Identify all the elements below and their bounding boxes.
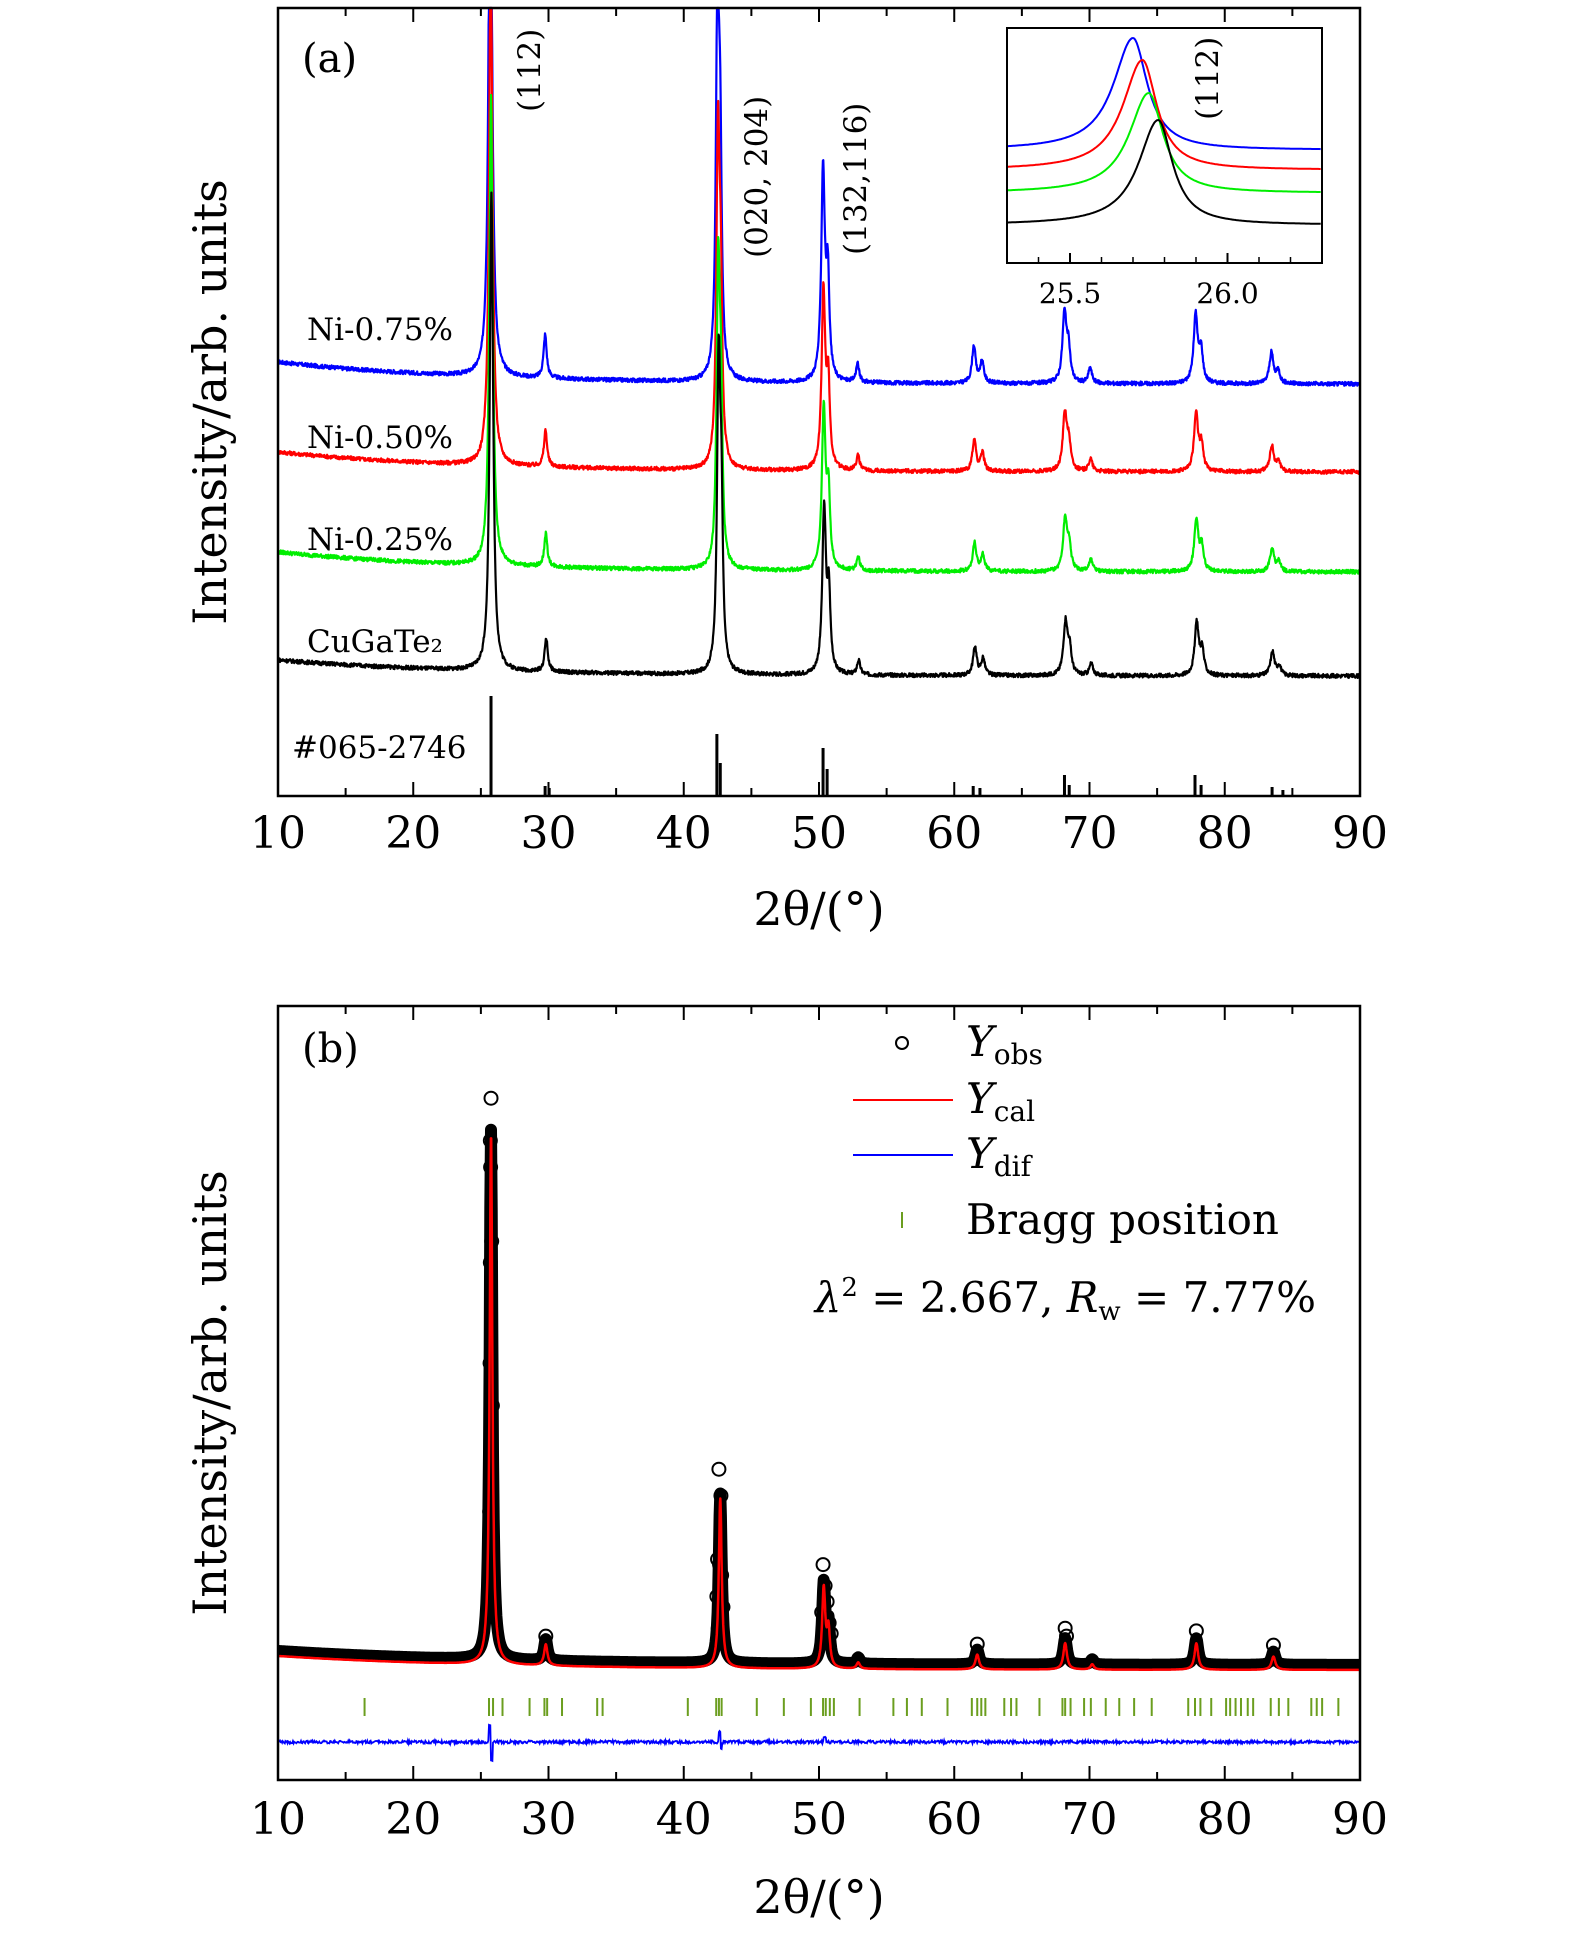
bragg-ticks [363,1698,1340,1716]
panel-a-x-tick-label: 10 [250,808,306,859]
yobs-point [1059,1628,1075,1644]
panel-a-x-ticks: 10 20 30 40 50 60 70 80 90 [250,8,1388,859]
panel-b-x-tick-label: 10 [250,1794,306,1845]
legend-ycal-label: Ycal [966,1074,1035,1128]
xrd-trace-1 [276,6,1361,475]
panel-a-label: (a) [302,36,357,82]
inset-x-tick-label: 26.0 [1196,277,1258,310]
yobs-point [815,1557,831,1573]
panel-b-x-tick-label: 70 [1062,1794,1118,1845]
legend-bragg-label: Bragg position [966,1195,1279,1244]
ycal-line [277,1137,1361,1672]
panel-b-x-tick-label: 50 [791,1794,847,1845]
panel-a-traces [276,6,1361,679]
yobs-point [823,1626,839,1641]
yobs-point [1057,1620,1073,1636]
inset-trace-0 [1006,36,1321,151]
panel-b-x-axis-label: 2θ/(°) [753,1870,884,1924]
panel-a-x-tick-label: 30 [521,808,577,859]
yobs-point [1188,1623,1204,1639]
inset-trace-3 [1007,118,1321,225]
legend-yobs-marker [895,1036,909,1050]
legend-yobs-label: Yobs [966,1017,1043,1071]
panel-a-x-tick-label: 50 [791,808,847,859]
yobs-point [538,1628,554,1644]
panel-a-x-axis-label: 2θ/(°) [753,882,884,936]
panel-a-reference-sticks [489,696,1285,796]
ycal-curve [277,1137,1361,1672]
yobs-point [483,1090,499,1106]
panel-b-y-axis-label: Intensity/arb. units [183,1170,237,1616]
panel-a-x-tick-label: 60 [926,808,982,859]
series-label-ni-075: Ni-0.75% [307,312,453,348]
series-label-ni-050: Ni-0.50% [307,420,453,456]
inset-background [1007,28,1322,263]
panel-b-label: (b) [302,1026,359,1072]
inset-x-tick-label: 25.5 [1039,277,1101,310]
panel-a-y-axis-label: Intensity/arb. units [183,179,237,625]
panel-b-x-tick-label: 90 [1332,1794,1388,1845]
panel-b-x-tick-label: 40 [656,1794,712,1845]
panel-a-x-tick-label: 90 [1332,808,1388,859]
xrd-trace-2 [276,93,1361,575]
panel-b-x-tick-label: 20 [385,1794,441,1845]
legend-ydif-label: Ydif [966,1129,1034,1183]
panel-a-x-tick-label: 80 [1197,808,1253,859]
panel-b-x-ticks: 10 20 30 40 50 60 70 80 90 [250,1006,1388,1845]
ydif-line [277,1723,1361,1763]
peak-label-132-116: (132,116) [838,103,874,255]
panel-a: 10 20 30 40 50 60 70 80 90 (a) Ni-0.75% Ni-0.50%… [183,6,1388,936]
peak-label-112: (112) [512,29,548,112]
panel-b-x-tick-label: 60 [926,1794,982,1845]
inset-trace-1 [1006,59,1321,170]
inset-trace-2 [1006,92,1321,193]
panel-b: 10 20 30 40 50 60 70 80 90 (b) Yobs Ycal Ydif Br… [183,1004,1388,1924]
panel-b-x-tick-label: 30 [521,1794,577,1845]
yobs-point [711,1461,727,1477]
fit-statistics: λ2 = 2.667, Rw = 7.77% [813,1273,1316,1327]
reference-label: #065-2746 [292,730,467,766]
xrd-trace-0 [277,6,1361,387]
yobs-points [272,1090,1366,1671]
series-label-ni-025: Ni-0.25% [307,522,453,558]
series-label-cugate2: CuGaTe₂ [307,624,443,660]
inset-x-ticks: 25.5 26.0 [1037,253,1292,310]
inset-traces [1006,36,1321,225]
panel-b-legend: Yobs Ycal Ydif Bragg position λ2 = 2.667… [813,1017,1316,1327]
xrd-trace-3 [277,191,1361,679]
yobs-point [969,1636,985,1652]
peak-label-020-204: (020, 204) [739,96,775,258]
panel-a-x-tick-label: 20 [385,808,441,859]
panel-a-inset: 25.5 26.0 (112) [1006,27,1323,310]
inset-peak-label: (112) [1190,37,1226,120]
yobs-point [1265,1637,1281,1653]
panel-a-x-tick-label: 70 [1062,808,1118,859]
ydif-curve [277,1723,1361,1763]
panel-b-x-tick-label: 80 [1197,1794,1253,1845]
panel-a-x-tick-label: 40 [656,808,712,859]
